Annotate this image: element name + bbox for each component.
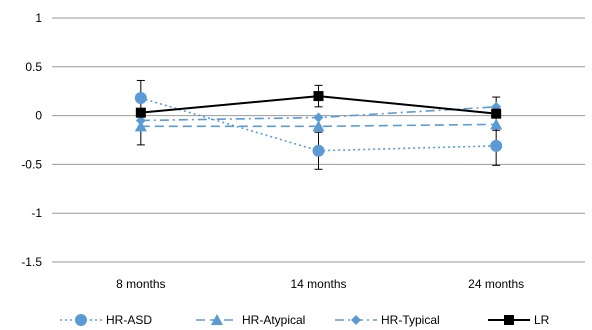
legend-marker-lr bbox=[504, 315, 514, 325]
point-lr bbox=[135, 107, 146, 118]
point-hr-typical bbox=[135, 115, 146, 126]
y-tick-label: 1 bbox=[35, 11, 42, 25]
point-lr bbox=[313, 91, 324, 102]
legend-marker-hr-asd bbox=[75, 314, 87, 326]
y-tick-label: -1.5 bbox=[21, 255, 42, 269]
x-tick-label: 8 months bbox=[116, 277, 165, 291]
legend-marker-hr-atypical bbox=[211, 314, 223, 325]
y-tick-label: -1 bbox=[31, 206, 42, 220]
x-tick-label: 24 months bbox=[468, 277, 524, 291]
point-hr-typical bbox=[313, 112, 324, 123]
point-hr-atypical bbox=[312, 120, 325, 132]
legend-marker-hr-typical bbox=[351, 315, 361, 325]
point-hr-asd bbox=[134, 92, 147, 105]
y-axis-ticks: 1 0.5 0 -0.5 -1 -1.5 bbox=[21, 11, 42, 269]
legend-label-lr: LR bbox=[534, 313, 550, 327]
x-axis-ticks: 8 months 14 months 24 months bbox=[116, 277, 524, 291]
point-hr-asd bbox=[312, 144, 325, 157]
point-hr-atypical bbox=[134, 120, 147, 132]
y-tick-label: -0.5 bbox=[21, 157, 42, 171]
legend-label-hr-typical: HR-Typical bbox=[381, 313, 440, 327]
legend-label-hr-atypical: HR-Atypical bbox=[242, 313, 305, 327]
series-markers bbox=[134, 91, 503, 157]
y-tick-label: 0.5 bbox=[25, 60, 42, 74]
point-hr-atypical bbox=[490, 118, 503, 130]
x-tick-label: 14 months bbox=[290, 277, 346, 291]
legend-label-hr-asd: HR-ASD bbox=[106, 313, 152, 327]
point-hr-asd bbox=[490, 139, 503, 152]
point-lr bbox=[491, 108, 502, 119]
legend: HR-ASD HR-Atypical HR-Typical LR bbox=[60, 313, 550, 327]
y-tick-label: 0 bbox=[35, 109, 42, 123]
series-line-hr-atypical bbox=[140, 123, 497, 128]
